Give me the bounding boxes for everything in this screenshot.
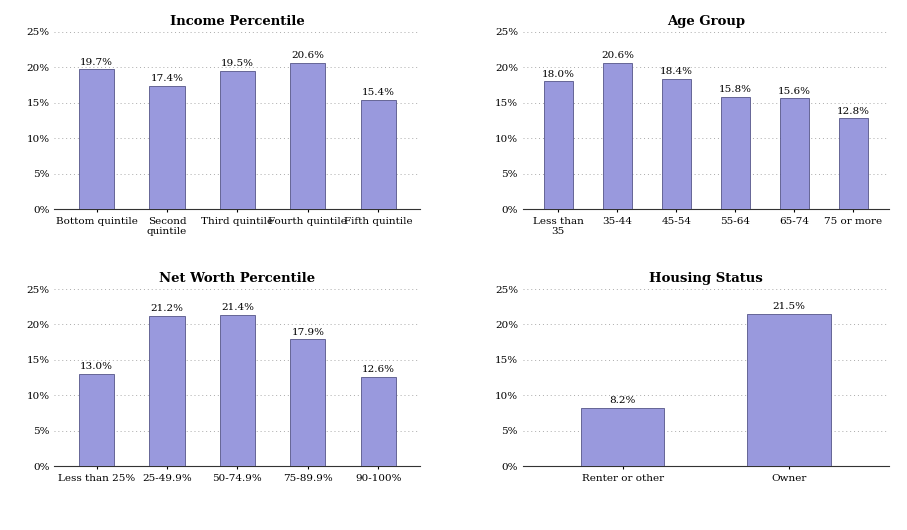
Text: 21.4%: 21.4%	[221, 303, 254, 312]
Text: 17.9%: 17.9%	[291, 328, 325, 337]
Bar	[79, 69, 114, 209]
Text: 17.4%: 17.4%	[151, 74, 183, 83]
Text: 15.4%: 15.4%	[362, 88, 395, 97]
Bar	[150, 86, 185, 209]
Text: 18.0%: 18.0%	[541, 69, 575, 78]
Bar	[780, 99, 809, 209]
Bar	[150, 316, 185, 466]
Bar	[290, 63, 326, 209]
Bar	[747, 314, 831, 466]
Bar	[219, 71, 255, 209]
Title: Net Worth Percentile: Net Worth Percentile	[160, 272, 316, 285]
Text: 12.8%: 12.8%	[837, 107, 870, 116]
Text: 15.8%: 15.8%	[719, 85, 752, 94]
Text: 19.5%: 19.5%	[221, 59, 254, 68]
Bar	[79, 374, 114, 466]
Bar	[543, 82, 573, 209]
Bar	[602, 63, 632, 209]
Text: 18.4%: 18.4%	[660, 67, 693, 76]
Text: 12.6%: 12.6%	[362, 365, 395, 374]
Text: 8.2%: 8.2%	[610, 396, 636, 405]
Text: 20.6%: 20.6%	[600, 51, 634, 60]
Text: 19.7%: 19.7%	[80, 58, 113, 67]
Bar	[361, 377, 395, 466]
Bar	[581, 408, 664, 466]
Title: Income Percentile: Income Percentile	[170, 15, 305, 28]
Text: 21.2%: 21.2%	[151, 304, 183, 313]
Bar	[839, 118, 868, 209]
Text: 13.0%: 13.0%	[80, 363, 113, 372]
Bar	[661, 78, 691, 209]
Text: 21.5%: 21.5%	[773, 302, 805, 311]
Text: 15.6%: 15.6%	[778, 87, 811, 96]
Bar	[219, 315, 255, 466]
Title: Housing Status: Housing Status	[649, 272, 763, 285]
Title: Age Group: Age Group	[667, 15, 745, 28]
Bar	[361, 100, 395, 209]
Text: 20.6%: 20.6%	[291, 51, 325, 60]
Bar	[721, 97, 750, 209]
Bar	[290, 339, 326, 466]
